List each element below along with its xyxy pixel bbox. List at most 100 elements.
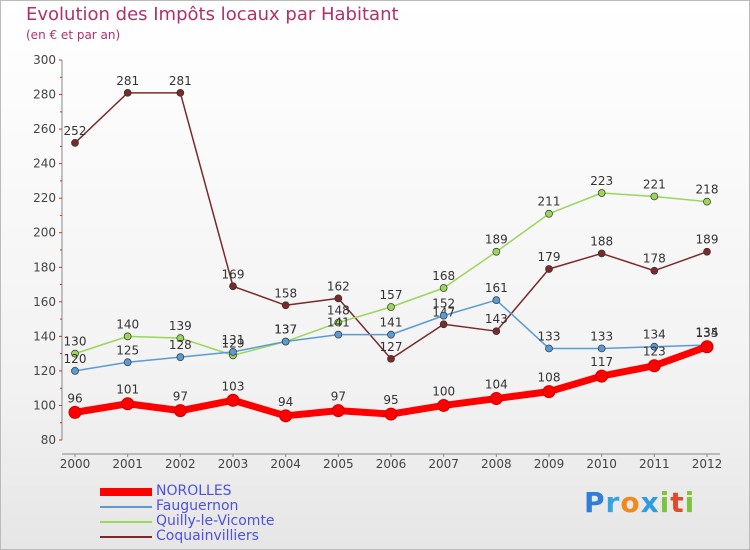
data-point-quilly-le-vicomte: [387, 303, 395, 311]
data-label-norolles: 104: [485, 378, 508, 392]
data-point-norolles: [68, 405, 82, 419]
data-label-norolles: 94: [278, 395, 293, 409]
data-label-coquainvilliers: 178: [643, 252, 666, 266]
proxiti-logo: Proxiti: [584, 486, 696, 519]
legend-label: Fauguernon: [156, 498, 239, 514]
data-point-coquainvilliers: [650, 266, 659, 275]
data-point-norolles: [437, 398, 451, 412]
x-tick-label: 2012: [692, 457, 723, 471]
data-point-quilly-le-vicomte: [439, 284, 448, 292]
y-tick-label: 80: [41, 433, 56, 447]
data-label-quilly-le-vicomte: 137: [274, 323, 297, 337]
data-label-coquainvilliers: 189: [696, 233, 719, 247]
x-tick-label: 2007: [428, 457, 459, 471]
data-label-norolles: 117: [590, 355, 613, 369]
data-label-coquainvilliers: 281: [169, 74, 192, 88]
y-tick-label: 260: [33, 122, 56, 136]
data-point-coquainvilliers: [71, 139, 79, 147]
data-point-norolles: [384, 407, 398, 421]
data-label-coquainvilliers: 162: [327, 279, 350, 293]
data-label-quilly-le-vicomte: 223: [590, 174, 613, 188]
data-label-coquainvilliers: 281: [116, 74, 139, 88]
chart-subtitle: (en € et par an): [26, 28, 121, 42]
legend-label: Coquainvilliers: [156, 528, 259, 544]
y-tick-label: 120: [33, 364, 56, 378]
y-tick-label: 140: [33, 329, 56, 343]
data-point-coquainvilliers: [229, 282, 237, 291]
data-label-coquainvilliers: 158: [274, 286, 297, 300]
data-point-coquainvilliers: [123, 88, 132, 97]
legend-swatch: [100, 506, 152, 508]
data-label-fauguernon: 125: [116, 343, 139, 357]
data-point-fauguernon: [71, 367, 79, 375]
data-label-norolles: 96: [67, 391, 82, 405]
data-label-fauguernon: 141: [327, 316, 350, 330]
data-point-quilly-le-vicomte: [597, 189, 606, 197]
data-point-coquainvilliers: [597, 249, 606, 258]
data-point-coquainvilliers: [545, 265, 553, 273]
data-point-norolles: [279, 409, 293, 423]
data-point-fauguernon: [123, 358, 132, 367]
data-point-quilly-le-vicomte: [123, 332, 132, 341]
data-label-norolles: 134: [696, 326, 719, 340]
data-label-norolles: 123: [643, 345, 666, 359]
data-label-quilly-le-vicomte: 130: [64, 335, 87, 349]
data-point-norolles: [226, 393, 240, 407]
data-label-quilly-le-vicomte: 189: [485, 233, 508, 247]
y-tick-label: 220: [33, 191, 56, 205]
data-point-norolles: [647, 359, 661, 373]
y-tick-label: 160: [33, 295, 56, 309]
data-label-norolles: 95: [383, 393, 398, 407]
data-point-quilly-le-vicomte: [545, 209, 553, 218]
legend-label: NOROLLES: [156, 483, 232, 499]
data-point-norolles: [489, 392, 503, 406]
y-tick-label: 200: [33, 226, 56, 240]
data-label-norolles: 108: [538, 371, 561, 385]
data-point-quilly-le-vicomte: [71, 349, 79, 358]
data-label-norolles: 97: [173, 390, 188, 404]
data-label-coquainvilliers: 252: [64, 124, 87, 138]
data-point-norolles: [121, 397, 135, 411]
data-label-fauguernon: 128: [169, 338, 192, 352]
data-label-coquainvilliers: 169: [222, 267, 245, 281]
x-tick-label: 2004: [270, 457, 301, 471]
data-label-quilly-le-vicomte: 218: [696, 183, 719, 197]
data-label-fauguernon: 134: [643, 328, 666, 342]
data-point-norolles: [595, 369, 609, 383]
data-label-norolles: 97: [331, 390, 346, 404]
data-point-fauguernon: [650, 342, 659, 351]
data-label-coquainvilliers: 188: [590, 234, 613, 248]
x-tick-label: 2002: [165, 457, 196, 471]
data-label-fauguernon: 120: [64, 352, 87, 366]
data-point-fauguernon: [545, 344, 553, 353]
chart-title: Evolution des Impôts locaux par Habitant: [26, 4, 399, 25]
data-point-quilly-le-vicomte: [176, 334, 185, 342]
y-tick-label: 300: [33, 53, 56, 67]
data-point-coquainvilliers: [387, 354, 395, 363]
data-point-fauguernon: [492, 296, 501, 304]
legend-swatch: [100, 521, 152, 523]
data-point-quilly-le-vicomte: [492, 247, 501, 256]
data-label-coquainvilliers: 127: [380, 340, 403, 354]
data-point-coquainvilliers: [492, 327, 501, 336]
x-tick-label: 2011: [639, 457, 670, 471]
data-label-quilly-le-vicomte: 148: [327, 304, 350, 318]
data-label-quilly-le-vicomte: 139: [169, 319, 192, 333]
data-point-coquainvilliers: [439, 320, 448, 329]
legend-label: Quilly-le-Vicomte: [156, 513, 275, 529]
data-label-coquainvilliers: 179: [538, 250, 561, 264]
data-label-quilly-le-vicomte: 221: [643, 177, 666, 191]
x-tick-label: 2000: [60, 457, 91, 471]
x-tick-label: 2010: [586, 457, 617, 471]
y-tick-label: 240: [33, 157, 56, 171]
data-point-norolles: [173, 404, 187, 418]
data-label-quilly-le-vicomte: 211: [538, 195, 561, 209]
data-label-fauguernon: 152: [432, 297, 455, 311]
data-label-coquainvilliers: 143: [485, 312, 508, 326]
data-label-fauguernon: 135: [696, 326, 719, 340]
data-label-fauguernon: 137: [274, 323, 297, 337]
data-label-quilly-le-vicomte: 157: [380, 288, 403, 302]
data-point-coquainvilliers: [334, 294, 343, 303]
data-label-norolles: 100: [432, 384, 455, 398]
